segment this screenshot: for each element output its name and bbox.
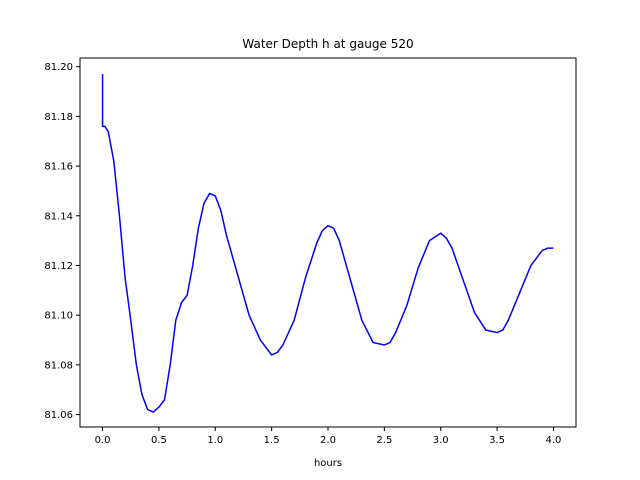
y-tick-label: 81.08 bbox=[44, 360, 73, 371]
x-tick-label: 0.5 bbox=[151, 435, 167, 446]
y-tick-label: 81.06 bbox=[44, 410, 73, 421]
y-tick-label: 81.16 bbox=[44, 162, 73, 173]
x-tick-label: 1.5 bbox=[264, 435, 280, 446]
x-axis: 0.0 0.5 1.0 1.5 2.0 2.5 3.0 3.5 4.0 bbox=[95, 427, 562, 446]
x-axis-label: hours bbox=[314, 458, 342, 469]
series-line bbox=[101, 74, 554, 413]
chart-title: Water Depth h at gauge 520 bbox=[242, 37, 413, 51]
x-tick-label: 2.0 bbox=[320, 435, 336, 446]
x-tick-label: 3.5 bbox=[489, 435, 505, 446]
x-tick-label: 3.0 bbox=[433, 435, 449, 446]
y-tick-label: 81.20 bbox=[44, 62, 73, 73]
x-tick-label: 1.0 bbox=[207, 435, 223, 446]
y-tick-label: 81.10 bbox=[44, 311, 73, 322]
x-tick-label: 4.0 bbox=[546, 435, 562, 446]
y-tick-label: 81.12 bbox=[44, 261, 73, 272]
y-tick-label: 81.18 bbox=[44, 112, 73, 123]
y-axis: 81.06 81.08 81.10 81.12 81.14 81.16 81.18 81.20 bbox=[44, 62, 80, 421]
x-tick-label: 0.0 bbox=[95, 435, 111, 446]
y-tick-label: 81.14 bbox=[44, 211, 73, 222]
x-tick-label: 2.5 bbox=[376, 435, 392, 446]
